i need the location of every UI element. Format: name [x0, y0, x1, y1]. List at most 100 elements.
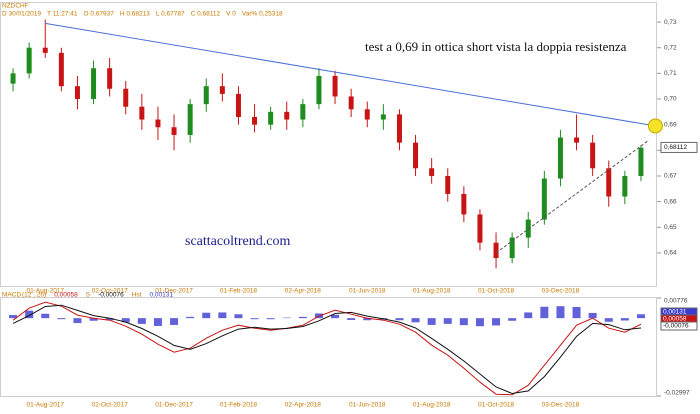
candle-body: [445, 175, 451, 194]
info-item: L 0,67787: [156, 11, 185, 18]
macd-title: MACD: [2, 292, 21, 299]
current-value: -0,00076: [663, 323, 689, 330]
x-tick-label: 01-Dec-2017: [155, 288, 193, 295]
candle-body: [429, 168, 435, 176]
macd-info: -0,00076: [98, 292, 124, 299]
info-item: V 0: [226, 11, 236, 18]
histogram-bar: [524, 312, 533, 319]
candle-body: [348, 96, 354, 110]
candle-body: [380, 114, 386, 120]
x-tick-label: 01-Aug-2017: [26, 288, 64, 295]
x-tick-label: 02-Apr-2018: [285, 402, 322, 409]
info-item: T 11:27:41: [47, 11, 78, 18]
current-value: 0,00058: [663, 316, 687, 323]
histogram-bar: [636, 314, 645, 319]
y-tick-label: 0,65: [664, 224, 677, 231]
candle-body: [332, 75, 338, 97]
trendline: [45, 22, 656, 127]
y-tick-label: 0,69: [664, 121, 677, 128]
candle-body: [541, 178, 547, 220]
x-tick-label: 01-Jun-2018: [349, 402, 386, 409]
histogram-bar: [186, 316, 195, 319]
histogram-bar: [604, 318, 613, 322]
histogram-bar: [363, 318, 372, 321]
histogram-bar: [588, 312, 597, 319]
candle-body: [58, 52, 64, 87]
candle-body: [316, 75, 322, 105]
y-tick-label: 0,70: [664, 96, 677, 103]
x-tick-label: 01-Jun-2018: [349, 288, 386, 295]
histogram-bar: [540, 306, 549, 319]
histogram-bar: [202, 312, 211, 319]
current-value: 0,00131: [663, 309, 687, 316]
candle-body: [413, 142, 419, 169]
candle-body: [219, 86, 225, 94]
info-item: O 0,67937: [84, 11, 115, 18]
candle-body: [10, 73, 16, 84]
last-price-box: [660, 141, 698, 153]
candle-body: [252, 116, 258, 125]
candle-body: [364, 109, 370, 120]
candle-body: [203, 86, 209, 105]
histogram-bar: [620, 318, 629, 321]
trendline: [495, 139, 650, 254]
histogram-bar: [572, 306, 581, 319]
macd-line: [12, 301, 642, 396]
candle-body: [42, 47, 48, 53]
candle-body: [509, 237, 515, 259]
macd-line: [12, 304, 642, 395]
watermark: scattacoltrend.com: [185, 234, 290, 249]
x-tick-label: 01-Aug-2018: [413, 402, 451, 409]
last-price-label: 0,68112: [664, 144, 687, 151]
candle-body: [300, 104, 306, 120]
candle-body: [74, 86, 80, 100]
macd-info: Hst: [132, 292, 142, 299]
macd-info: (12 , 26): [22, 292, 46, 299]
candle-body: [590, 142, 596, 169]
histogram-bar: [556, 306, 565, 319]
x-tick-label: 01-Aug-2018: [413, 288, 451, 295]
candle-body: [606, 168, 612, 197]
macd-info: 0,00058: [54, 292, 78, 299]
x-tick-label: 01-Aug-2017: [26, 402, 64, 409]
candle-body: [284, 111, 290, 120]
candle-body: [493, 242, 499, 259]
histogram-bar: [73, 318, 82, 324]
histogram-bar: [153, 318, 162, 326]
candle-body: [26, 47, 32, 74]
histogram-bar: [508, 318, 517, 321]
histogram-bar: [459, 318, 468, 326]
histogram-bar: [347, 318, 356, 320]
histogram-bar: [57, 318, 66, 320]
candle-body: [461, 193, 467, 215]
y-tick-label: 0,72: [664, 44, 677, 51]
x-tick-label: 02-Oct-2017: [92, 402, 129, 409]
y-tick-label: 0,66: [664, 198, 677, 205]
candle-body: [557, 137, 563, 179]
histogram-bar: [282, 317, 291, 319]
candle-body: [123, 88, 129, 107]
histogram-bar: [170, 318, 179, 325]
annotation: test a 0,69 in ottica short vista la dop…: [365, 39, 627, 54]
candle-body: [91, 68, 97, 100]
histogram-bar: [89, 318, 98, 321]
histogram-bar: [395, 318, 404, 321]
y-tick-label: 0,64: [664, 250, 677, 257]
x-tick-label: 02-Apr-2018: [285, 288, 322, 295]
symbol-title: NZDCHF: [2, 3, 29, 10]
x-tick-label: 02-Oct-2017: [92, 288, 129, 295]
x-tick-label: 03-Dec-2018: [542, 402, 580, 409]
y-tick-label: 0,67: [664, 173, 677, 180]
histogram-bar: [9, 315, 18, 319]
histogram-bar: [218, 312, 227, 319]
histogram-bar: [266, 318, 275, 320]
candle-body: [235, 93, 241, 117]
histogram-bar: [492, 318, 501, 326]
histogram-bar: [41, 313, 50, 319]
histogram-bar: [234, 314, 243, 319]
x-tick-label: 03-Dec-2018: [542, 288, 580, 295]
candle-body: [171, 127, 177, 135]
histogram-bar: [443, 318, 452, 324]
y-tick-label: 0,71: [664, 70, 677, 77]
